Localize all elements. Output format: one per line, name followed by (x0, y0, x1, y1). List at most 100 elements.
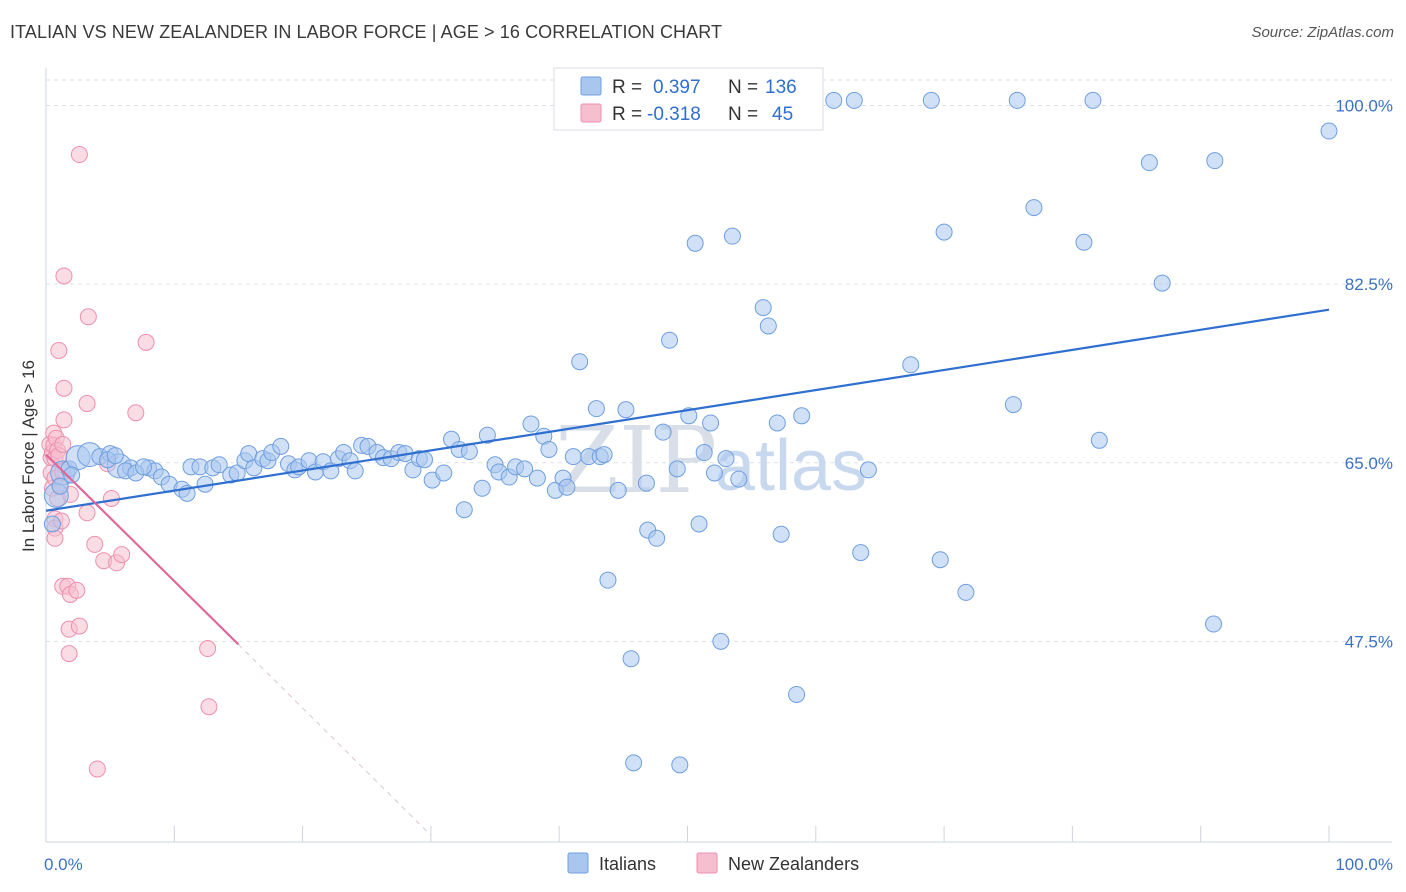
legend-pink-n: 45 (772, 104, 793, 125)
point-italians-113 (935, 223, 953, 241)
point-italians-119 (1084, 91, 1102, 109)
point-italians-121 (1140, 154, 1158, 172)
point-italians-116 (1008, 91, 1026, 109)
point-italians-123 (1205, 615, 1223, 633)
series-italians (43, 91, 1338, 774)
point-italians-118 (1075, 233, 1093, 251)
watermark-atlas: atlas (715, 426, 867, 506)
point-italians-23 (240, 445, 258, 463)
point-italians-97 (730, 470, 748, 488)
y-tick-label-2: 82.5% (1345, 275, 1393, 294)
legend-blue-n: 136 (765, 77, 797, 98)
x-tick-label-0: 0.0% (44, 855, 83, 874)
point-italians-84 (654, 423, 672, 441)
point-italians-19 (210, 456, 228, 474)
point-italians-51 (435, 464, 453, 482)
point-italians-64 (528, 469, 546, 487)
point-italians-124 (1206, 152, 1224, 170)
point-italians-114 (957, 583, 975, 601)
y-axis-label: In Labor Force | Age > 16 (19, 360, 38, 552)
point-italians-92 (702, 414, 720, 432)
legend-n-label: N = (728, 77, 758, 98)
tick-labels: 47.5% 65.0% 82.5% 100.0% 0.0% 100.0% (44, 97, 1393, 874)
point-italians-62 (516, 460, 534, 478)
point-new-zealanders-40 (102, 489, 120, 507)
bottom-legend-new-zealanders: New Zealanders (728, 854, 859, 874)
point-italians-80 (625, 754, 643, 772)
grid (46, 79, 1392, 642)
point-italians-73 (587, 400, 605, 418)
legend-pink-r: -0.318 (647, 104, 701, 125)
point-new-zealanders-33 (78, 395, 96, 413)
point-italians-102 (772, 525, 790, 543)
point-new-zealanders-45 (199, 640, 217, 658)
point-new-zealanders-36 (86, 535, 104, 553)
y-tick-label-0: 47.5% (1345, 632, 1393, 651)
point-italians-127 (51, 477, 69, 495)
x-tick-label-1: 100.0% (1335, 855, 1393, 874)
point-italians-94 (717, 450, 735, 468)
point-italians-100 (759, 317, 777, 335)
point-italians-28 (272, 437, 290, 455)
point-italians-126 (43, 515, 61, 533)
watermark: ZIP atlas (555, 407, 867, 514)
trend-lines (45, 308, 1330, 836)
point-italians-90 (690, 515, 708, 533)
point-italians-77 (609, 481, 627, 499)
point-italians-78 (617, 401, 635, 419)
point-italians-133 (135, 458, 153, 476)
point-new-zealanders-32 (70, 617, 88, 635)
legend-r-label-2: R = (612, 104, 642, 125)
point-italians-71 (571, 353, 589, 371)
point-italians-120 (1090, 431, 1108, 449)
point-italians-117 (1025, 199, 1043, 217)
point-italians-104 (793, 407, 811, 425)
point-italians-109 (859, 461, 877, 479)
trend-line-new-zealanders (45, 453, 240, 646)
point-new-zealanders-24 (55, 379, 73, 397)
legend-swatch-new-zealanders (580, 103, 602, 123)
point-italians-79 (622, 650, 640, 668)
point-italians-86 (668, 460, 686, 478)
point-italians-54 (455, 501, 473, 519)
point-italians-122 (1153, 274, 1171, 292)
point-new-zealanders-44 (137, 333, 155, 351)
point-new-zealanders-35 (79, 308, 97, 326)
point-new-zealanders-42 (113, 546, 131, 564)
point-italians-39 (346, 462, 364, 480)
point-italians-91 (695, 444, 713, 462)
point-italians-107 (845, 91, 863, 109)
point-new-zealanders-16 (50, 341, 68, 359)
legend-r-label: R = (612, 77, 642, 98)
point-italians-88 (680, 407, 698, 425)
point-new-zealanders-31 (70, 146, 88, 164)
point-italians-101 (768, 414, 786, 432)
point-italians-115 (1004, 396, 1022, 414)
point-new-zealanders-30 (68, 581, 86, 599)
bottom-swatch-italians (567, 852, 589, 874)
point-italians-103 (788, 685, 806, 703)
point-italians-130 (106, 447, 124, 465)
point-new-zealanders-11 (46, 529, 64, 547)
point-italians-69 (558, 478, 576, 496)
point-new-zealanders-34 (78, 504, 96, 522)
point-italians-49 (415, 451, 433, 469)
bottom-legend-italians: Italians (599, 854, 656, 874)
point-italians-76 (599, 571, 617, 589)
source-credit: Source: ZipAtlas.com (1251, 24, 1394, 41)
legend-blue-r: 0.397 (653, 77, 701, 98)
y-tick-label-1: 65.0% (1345, 454, 1393, 473)
point-italians-75 (595, 446, 613, 464)
point-italians-81 (637, 474, 655, 492)
trend-line-italians (45, 308, 1330, 512)
point-italians-70 (564, 448, 582, 466)
legend-box: R = 0.397 N = 136 R = -0.318 N = 45 (553, 67, 824, 131)
point-new-zealanders-23 (55, 411, 73, 429)
point-italians-93 (705, 464, 723, 482)
bottom-legend: Italians New Zealanders (567, 852, 859, 874)
point-new-zealanders-22 (55, 267, 73, 285)
point-italians-87 (671, 756, 689, 774)
point-new-zealanders-27 (60, 645, 78, 663)
bottom-swatch-new-zealanders (696, 852, 718, 874)
